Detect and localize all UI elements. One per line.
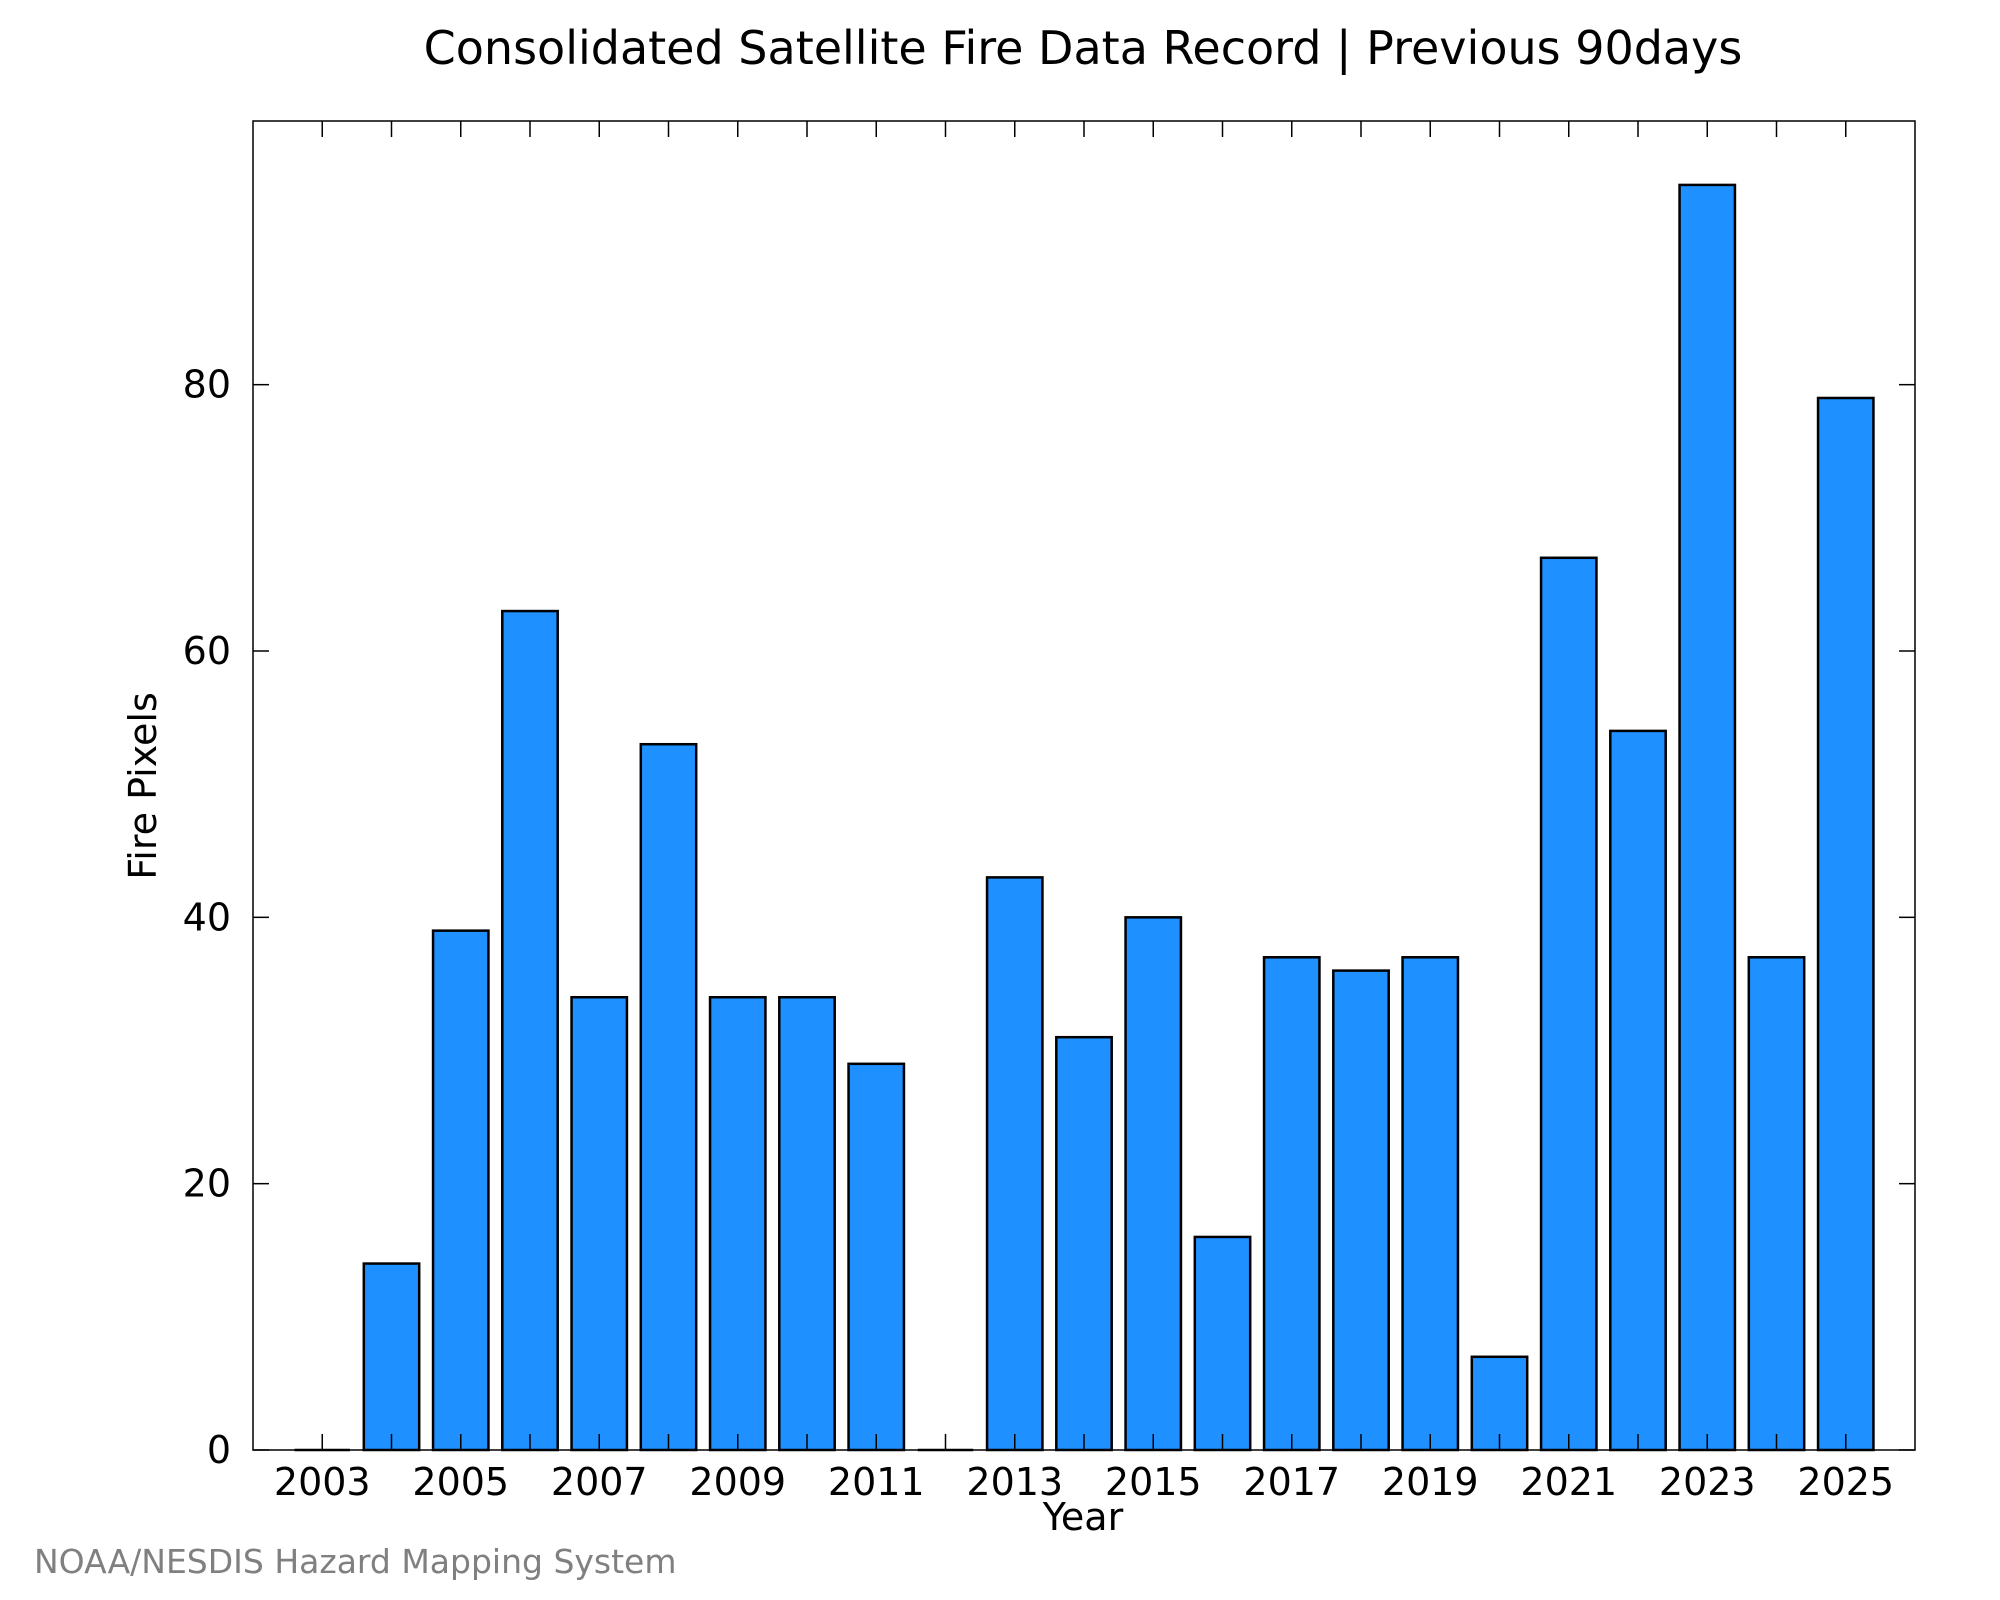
bars-group: [294, 183, 1875, 1452]
x-tick-label-2003: 2003: [274, 1460, 371, 1504]
ticks-group: [253, 121, 1915, 1451]
bar-2014: [1055, 1035, 1113, 1452]
bar-2013: [985, 876, 1044, 1452]
x-tick-label-2009: 2009: [689, 1460, 786, 1504]
bar-2024: [1747, 956, 1806, 1452]
bar-2009: [708, 995, 767, 1452]
x-tick-label-2015: 2015: [1105, 1460, 1202, 1504]
y-tick-labels: 0 20 40 60 80: [183, 363, 231, 1472]
x-tick-label-2011: 2011: [828, 1460, 925, 1504]
chart-title: Consolidated Satellite Fire Data Record …: [424, 21, 1743, 76]
bar-2025: [1816, 396, 1875, 1452]
y-tick-label-20: 20: [183, 1162, 231, 1206]
x-axis-label: Year: [1042, 1495, 1124, 1539]
x-tick-label-2023: 2023: [1659, 1460, 1756, 1504]
x-tick-label-2007: 2007: [551, 1460, 648, 1504]
bar-2011: [847, 1062, 906, 1452]
bar-2021: [1539, 556, 1598, 1452]
bar-2022: [1609, 729, 1667, 1452]
bar-2015: [1124, 916, 1183, 1452]
x-tick-label-2025: 2025: [1797, 1460, 1894, 1504]
bar-2006: [501, 609, 559, 1452]
x-tick-label-2005: 2005: [412, 1460, 509, 1504]
bar-2007: [570, 995, 629, 1452]
bar-2008: [639, 742, 698, 1452]
bar-2016: [1193, 1235, 1252, 1452]
plot-frame: [252, 120, 1916, 1451]
y-tick-label-0: 0: [207, 1428, 231, 1472]
x-tick-label-2013: 2013: [966, 1460, 1063, 1504]
bar-2019: [1401, 956, 1460, 1452]
bar-2004: [362, 1262, 421, 1452]
x-tick-label-2019: 2019: [1382, 1460, 1479, 1504]
y-tick-label-40: 40: [183, 895, 231, 939]
bar-2023: [1678, 183, 1737, 1452]
x-tick-label-2021: 2021: [1520, 1460, 1617, 1504]
credit-footer: NOAA/NESDIS Hazard Mapping System: [34, 1542, 677, 1581]
x-tick-labels: 2003 2005 2007 2009 2011 2013 2015 2017 2019 2021…: [274, 1460, 1894, 1504]
y-tick-label-80: 80: [183, 363, 231, 407]
bar-2018: [1332, 969, 1390, 1452]
y-axis-label: Fire Pixels: [121, 692, 165, 880]
bar-2010: [778, 995, 836, 1452]
bar-2017: [1262, 956, 1321, 1452]
x-tick-label-2017: 2017: [1243, 1460, 1340, 1504]
y-tick-label-60: 60: [183, 629, 231, 673]
bar-2005: [431, 929, 490, 1452]
